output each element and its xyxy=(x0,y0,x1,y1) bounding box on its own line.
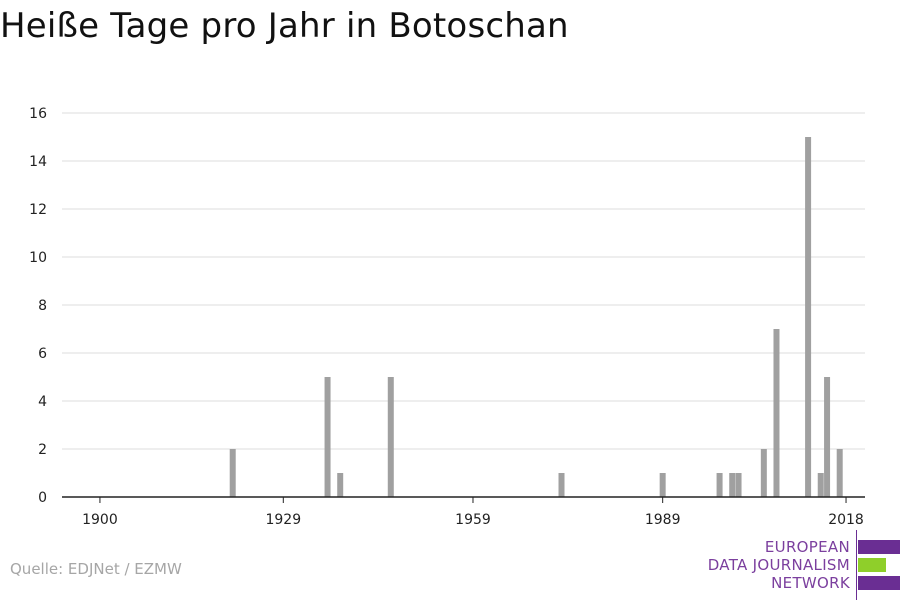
y-tick-label: 10 xyxy=(29,250,47,266)
y-tick-label: 6 xyxy=(38,346,47,362)
logo-bar-purple-bottom xyxy=(858,576,900,590)
bars xyxy=(229,137,843,497)
y-tick-label: 2 xyxy=(38,442,47,458)
bar xyxy=(773,329,780,497)
y-tick-label: 12 xyxy=(29,202,47,218)
x-tick-label: 1989 xyxy=(645,512,681,528)
x-tick-label: 1959 xyxy=(455,512,491,528)
bar xyxy=(558,473,565,497)
bar xyxy=(229,449,236,497)
bar xyxy=(387,377,394,497)
logo-line-1: EUROPEAN xyxy=(764,538,850,556)
gridlines xyxy=(62,112,865,450)
bar xyxy=(824,377,831,497)
y-tick-label: 16 xyxy=(29,106,47,122)
x-tick-label: 2018 xyxy=(828,512,864,528)
bar xyxy=(659,473,666,497)
x-axis-ticks: 1900 1929 1959 1989 2018 xyxy=(82,497,864,528)
bar xyxy=(337,473,344,497)
bar xyxy=(805,137,812,497)
y-axis-ticks: 0 2 4 6 8 10 12 14 16 xyxy=(29,106,47,506)
logo-line-2: DATA JOURNALISM xyxy=(707,556,850,574)
chart-title: Heiße Tage pro Jahr in Botoschan xyxy=(0,6,569,46)
logo-bar-green xyxy=(858,558,886,572)
bar xyxy=(324,377,331,497)
y-tick-label: 14 xyxy=(29,154,47,170)
bar xyxy=(760,449,767,497)
edjnet-logo: EUROPEAN DATA JOURNALISM NETWORK xyxy=(700,530,900,600)
bar xyxy=(817,473,824,497)
logo-bar-purple-top xyxy=(858,540,900,554)
source-note: Quelle: EDJNet / EZMW xyxy=(10,560,182,578)
bar xyxy=(729,473,736,497)
bar xyxy=(836,449,843,497)
y-tick-label: 8 xyxy=(38,298,47,314)
logo-divider xyxy=(856,530,857,600)
y-tick-label: 0 xyxy=(38,490,47,506)
x-tick-label: 1900 xyxy=(82,512,118,528)
bar xyxy=(735,473,742,497)
bar xyxy=(716,473,723,497)
logo-line-3: NETWORK xyxy=(771,574,850,592)
y-tick-label: 4 xyxy=(38,394,47,410)
x-tick-label: 1929 xyxy=(265,512,301,528)
